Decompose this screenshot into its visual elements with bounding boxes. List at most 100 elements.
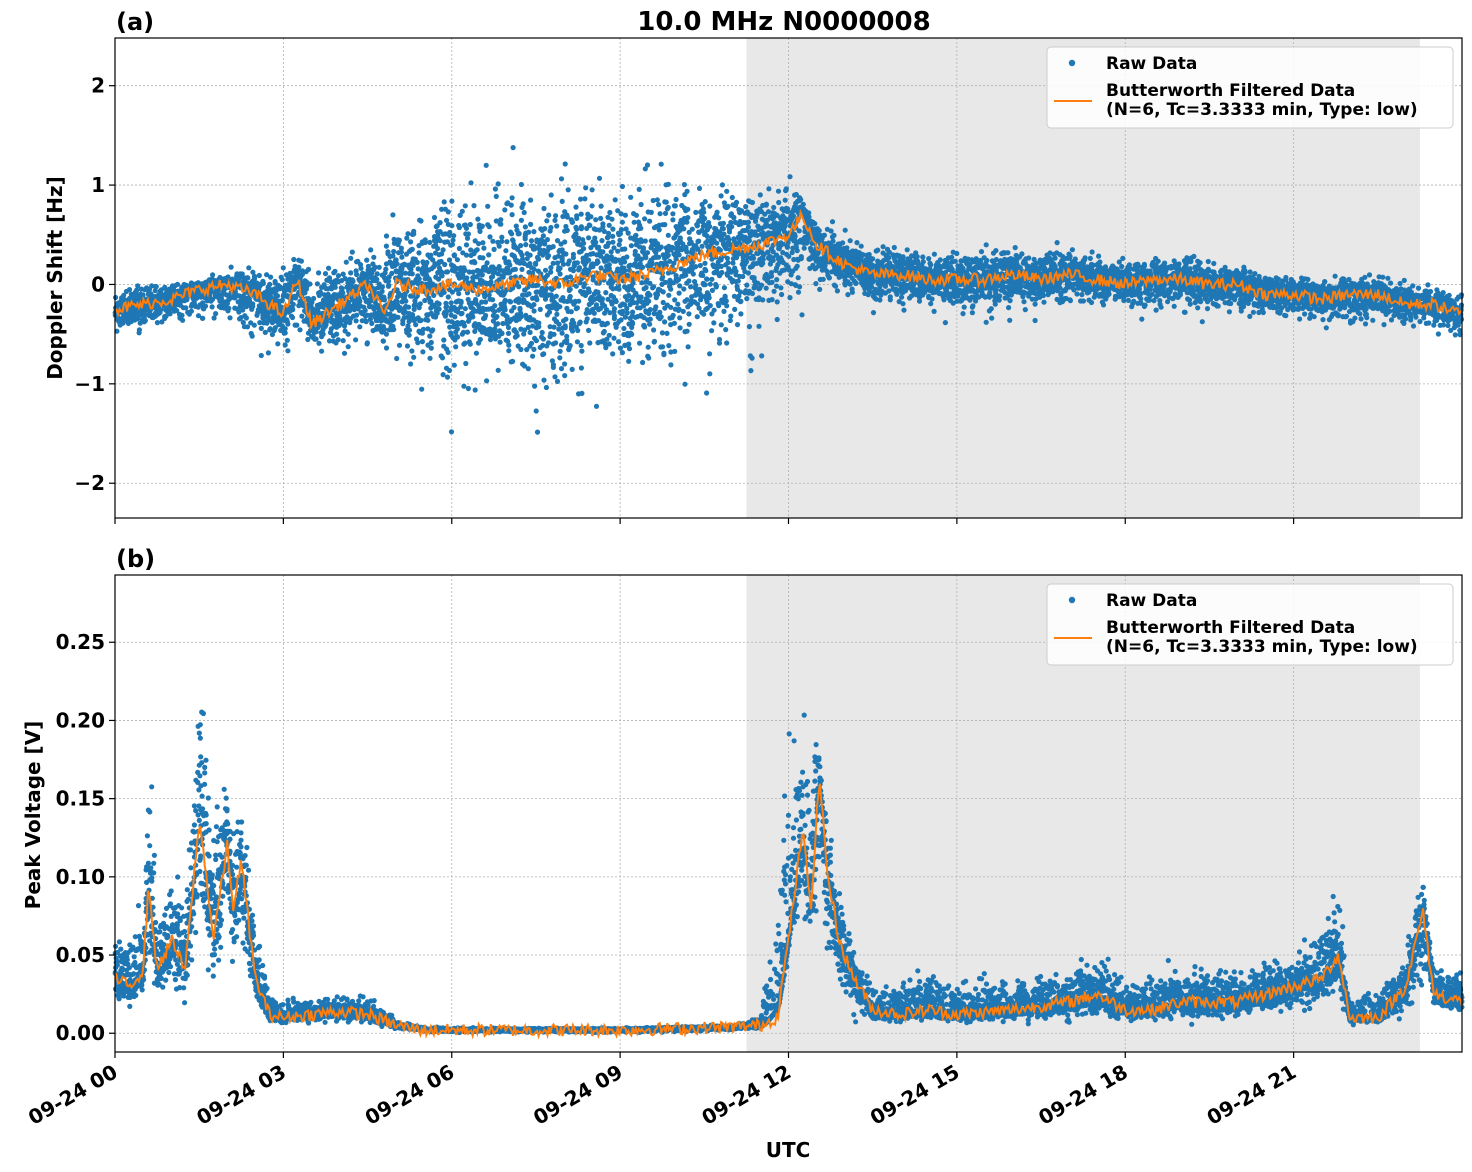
raw-data-point (619, 350, 626, 356)
raw-data-point (648, 209, 654, 215)
raw-data-point (200, 315, 206, 321)
raw-data-point (720, 220, 727, 226)
raw-data-point (941, 297, 947, 303)
raw-data-point (954, 250, 960, 257)
raw-data-point (647, 218, 653, 224)
raw-data-point (688, 284, 694, 290)
raw-data-point (672, 348, 678, 354)
raw-data-point (738, 298, 744, 304)
raw-data-point (394, 261, 400, 267)
raw-data-point (920, 254, 926, 260)
raw-data-point (467, 221, 473, 228)
raw-data-point (567, 274, 574, 280)
raw-data-point (448, 300, 454, 306)
raw-data-point (583, 185, 589, 191)
raw-data-point (535, 282, 541, 288)
raw-data-point (730, 260, 736, 266)
raw-data-point (268, 274, 274, 280)
raw-data-point (353, 318, 359, 324)
raw-data-point (428, 339, 434, 346)
raw-data-point (640, 264, 646, 270)
raw-data-point (518, 313, 525, 320)
raw-data-point (258, 352, 264, 359)
raw-data-point (509, 212, 515, 218)
raw-data-point (180, 317, 186, 323)
raw-data-point (537, 306, 543, 312)
raw-data-point (659, 330, 666, 336)
raw-data-point (718, 193, 724, 199)
raw-data-point (847, 238, 853, 244)
raw-data-point (463, 252, 470, 258)
raw-data-point (557, 304, 563, 310)
raw-data-point (472, 387, 478, 393)
raw-data-point (406, 327, 413, 333)
raw-data-point (660, 344, 666, 350)
raw-data-point (886, 255, 892, 261)
raw-data-point (628, 194, 634, 200)
raw-data-point (785, 206, 791, 212)
raw-data-point (408, 239, 414, 245)
raw-data-point (506, 342, 512, 348)
raw-data-point (472, 260, 478, 266)
raw-data-point (569, 219, 576, 225)
raw-data-point (782, 197, 788, 203)
raw-data-point (284, 337, 290, 343)
raw-data-point (820, 276, 826, 282)
raw-data-point (332, 284, 338, 290)
raw-data-point (374, 271, 380, 277)
raw-data-point (545, 340, 552, 346)
raw-data-point (569, 366, 575, 372)
raw-data-point (656, 227, 662, 233)
raw-data-point (660, 289, 666, 295)
raw-data-point (545, 253, 552, 259)
raw-data-point (504, 314, 510, 320)
raw-data-point (711, 307, 717, 313)
raw-data-point (406, 304, 412, 310)
raw-data-point (578, 226, 585, 232)
raw-data-point (504, 239, 510, 245)
raw-data-point (320, 331, 326, 337)
raw-data-point (763, 285, 769, 291)
raw-data-point (649, 259, 655, 265)
raw-data-point (516, 231, 522, 237)
raw-data-point (473, 350, 479, 356)
raw-data-point (427, 239, 433, 245)
raw-data-point (554, 223, 560, 229)
raw-data-point (961, 304, 967, 310)
raw-data-point (661, 350, 667, 356)
raw-data-point (769, 297, 775, 303)
raw-data-point (900, 301, 906, 307)
raw-data-point (916, 298, 923, 304)
raw-data-point (727, 317, 733, 324)
raw-data-point (379, 284, 385, 290)
raw-data-point (626, 346, 633, 352)
raw-data-point (763, 201, 770, 207)
raw-data-point (509, 195, 515, 201)
raw-data-point (420, 349, 426, 355)
raw-data-point (707, 303, 713, 309)
raw-data-point (586, 289, 592, 295)
raw-data-point (833, 283, 839, 289)
raw-data-point (600, 249, 606, 255)
raw-data-point (677, 283, 683, 289)
raw-data-point (498, 217, 504, 223)
raw-data-point (931, 308, 937, 314)
raw-data-point (506, 348, 512, 354)
raw-data-point (586, 235, 592, 241)
raw-data-point (574, 260, 581, 266)
raw-data-point (492, 186, 498, 192)
raw-data-point (291, 256, 297, 263)
raw-data-point (456, 291, 462, 297)
raw-data-point (686, 278, 692, 284)
raw-data-point (610, 351, 616, 357)
raw-data-point (467, 341, 473, 347)
raw-data-point (750, 255, 757, 261)
raw-data-point (685, 215, 691, 221)
raw-data-point (528, 238, 535, 244)
raw-data-point (646, 355, 652, 361)
raw-data-point (704, 233, 710, 239)
raw-data-point (528, 197, 534, 203)
raw-data-point (611, 335, 617, 341)
raw-data-point (622, 246, 628, 252)
raw-data-point (479, 272, 485, 278)
